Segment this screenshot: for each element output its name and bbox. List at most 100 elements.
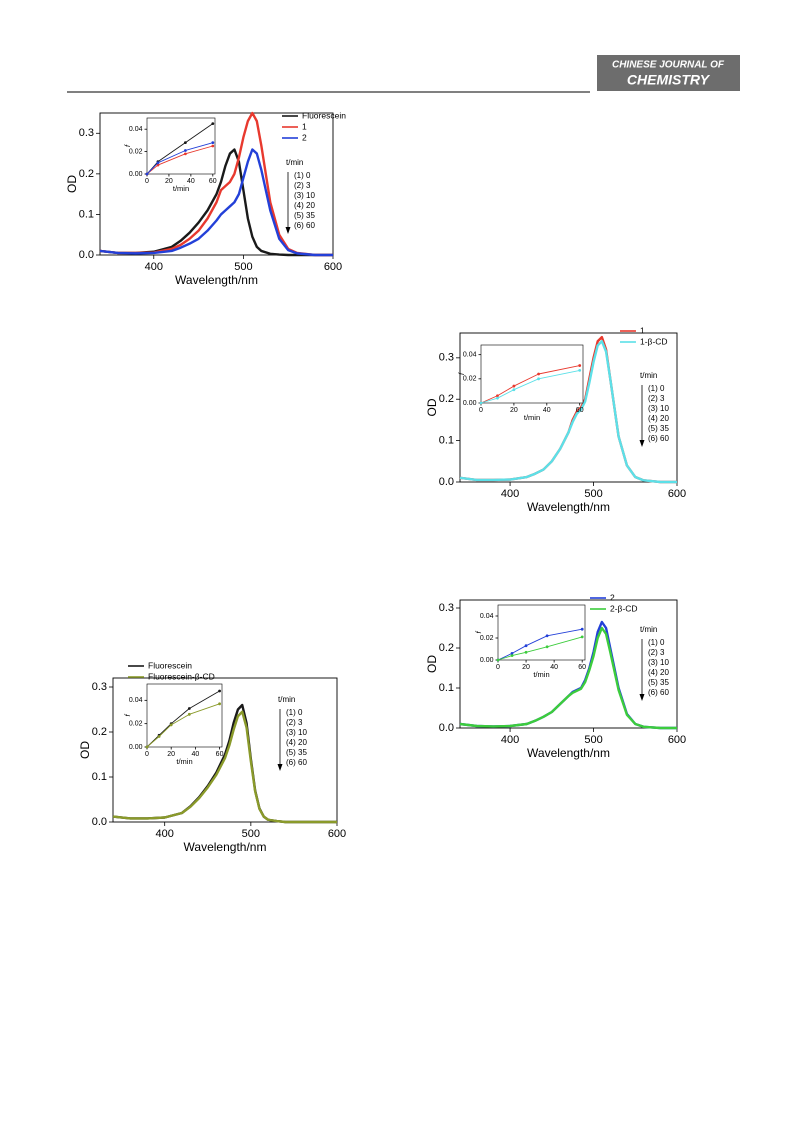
annotation-item: (2) 3 (648, 648, 665, 657)
spectrum-line (99, 148, 333, 257)
x-tick-label: 0 (145, 751, 149, 758)
data-point (524, 644, 528, 648)
annotation-title: t/min (640, 371, 657, 380)
annotation-item: (3) 10 (648, 658, 669, 667)
annotation-item: (3) 10 (294, 191, 315, 200)
y-tick-label: 0.3 (439, 602, 454, 614)
data-point (537, 372, 540, 376)
y-tick-label: 0.00 (129, 171, 143, 178)
x-tick-label: 400 (501, 734, 519, 746)
y-tick-label: 0.0 (439, 722, 454, 734)
annotation-item: (4) 20 (648, 414, 669, 423)
inset-frame (480, 344, 584, 404)
y-tick-label: 0.1 (439, 435, 454, 447)
y-tick-label: 0.1 (79, 208, 94, 220)
y-axis-label: OD (65, 175, 79, 193)
y-axis-label: OD (425, 398, 439, 416)
spectrum-line (146, 142, 213, 175)
legend-label: 1 (302, 121, 307, 131)
data-point (545, 645, 549, 649)
legend-label: Fluorescein-β-CD (148, 671, 215, 681)
x-axis-label: Wavelength/nm (527, 500, 610, 514)
data-point (145, 172, 149, 176)
y-tick-label: 0.00 (480, 657, 494, 664)
y-tick-label: 0.2 (439, 393, 454, 405)
y-tick-label: 0.00 (129, 744, 143, 751)
annotation-item: (1) 0 (648, 638, 665, 647)
x-tick-label: 20 (510, 407, 518, 414)
y-tick-label: 0.2 (92, 726, 107, 738)
annotation-item: (1) 0 (648, 384, 665, 393)
y-axis-label: OD (78, 741, 92, 759)
data-point (510, 654, 514, 657)
x-axis-label: Wavelength/nm (184, 840, 267, 854)
y-axis-label: f (474, 631, 483, 634)
annotation-item: (3) 10 (648, 404, 669, 413)
journal-banner (597, 55, 740, 91)
y-tick-label: 0.2 (439, 642, 454, 654)
y-tick-label: 0.02 (129, 148, 143, 155)
x-axis-label: t/min (533, 670, 549, 679)
y-tick-label: 0.02 (129, 721, 143, 728)
y-tick-label: 0.02 (463, 376, 477, 383)
x-tick-label: 20 (167, 751, 175, 758)
x-tick-label: 40 (187, 178, 195, 185)
x-tick-label: 60 (216, 751, 224, 758)
x-tick-label: 0 (479, 407, 483, 414)
annotation-item: (5) 35 (294, 211, 315, 220)
x-tick-label: 60 (578, 664, 586, 671)
annotation-item: (4) 20 (648, 668, 669, 677)
data-point (580, 627, 584, 631)
spectrum-line (459, 626, 677, 730)
y-tick-label: 0.00 (463, 400, 477, 407)
spectrum-line (112, 710, 337, 824)
data-point (524, 650, 528, 654)
y-tick-label: 0.02 (480, 635, 494, 642)
x-tick-label: 400 (145, 261, 163, 273)
x-tick-label: 0 (145, 178, 149, 185)
annotation-item: (3) 10 (286, 728, 307, 737)
data-point (545, 634, 549, 638)
data-point (580, 635, 584, 639)
y-axis-label: f (457, 372, 466, 375)
y-tick-label: 0.3 (79, 127, 94, 139)
spectrum-line (99, 148, 333, 257)
y-axis-label: f (123, 144, 132, 147)
annotation-item: (6) 60 (648, 434, 669, 443)
data-point (183, 149, 187, 152)
y-tick-label: 0.04 (463, 352, 477, 359)
data-point (510, 652, 514, 655)
x-tick-label: 600 (668, 488, 686, 500)
x-tick-label: 20 (522, 664, 530, 671)
y-tick-label: 0.2 (79, 168, 94, 180)
x-tick-label: 40 (191, 751, 199, 758)
x-tick-label: 500 (584, 734, 602, 746)
legend-label: Fluorescein (302, 110, 346, 120)
data-point (211, 141, 215, 145)
legend-label: 2 (610, 592, 615, 602)
legend-label: 2-β-CD (610, 603, 638, 613)
x-axis-label: Wavelength/nm (175, 273, 258, 287)
y-tick-label: 0.04 (129, 697, 143, 704)
data-point (187, 712, 191, 716)
y-tick-label: 0.3 (92, 681, 107, 693)
legend-label: 2 (302, 132, 307, 142)
annotation-item: (4) 20 (294, 201, 315, 210)
data-point (496, 658, 500, 662)
x-tick-label: 400 (501, 488, 519, 500)
data-point (578, 364, 582, 367)
annotation-item: (6) 60 (286, 758, 307, 767)
y-tick-label: 0.1 (439, 682, 454, 694)
spectrum-line (146, 145, 213, 175)
x-tick-label: 0 (496, 664, 500, 671)
annotation-item: (4) 20 (286, 738, 307, 747)
x-tick-label: 600 (328, 828, 346, 840)
x-tick-label: 400 (156, 828, 174, 840)
x-axis-label: t/min (173, 184, 189, 193)
y-tick-label: 0.04 (129, 126, 143, 133)
data-point (537, 377, 540, 381)
spectrum-line (459, 340, 677, 484)
spectrum-line (99, 111, 333, 257)
plot-frame (99, 112, 334, 256)
